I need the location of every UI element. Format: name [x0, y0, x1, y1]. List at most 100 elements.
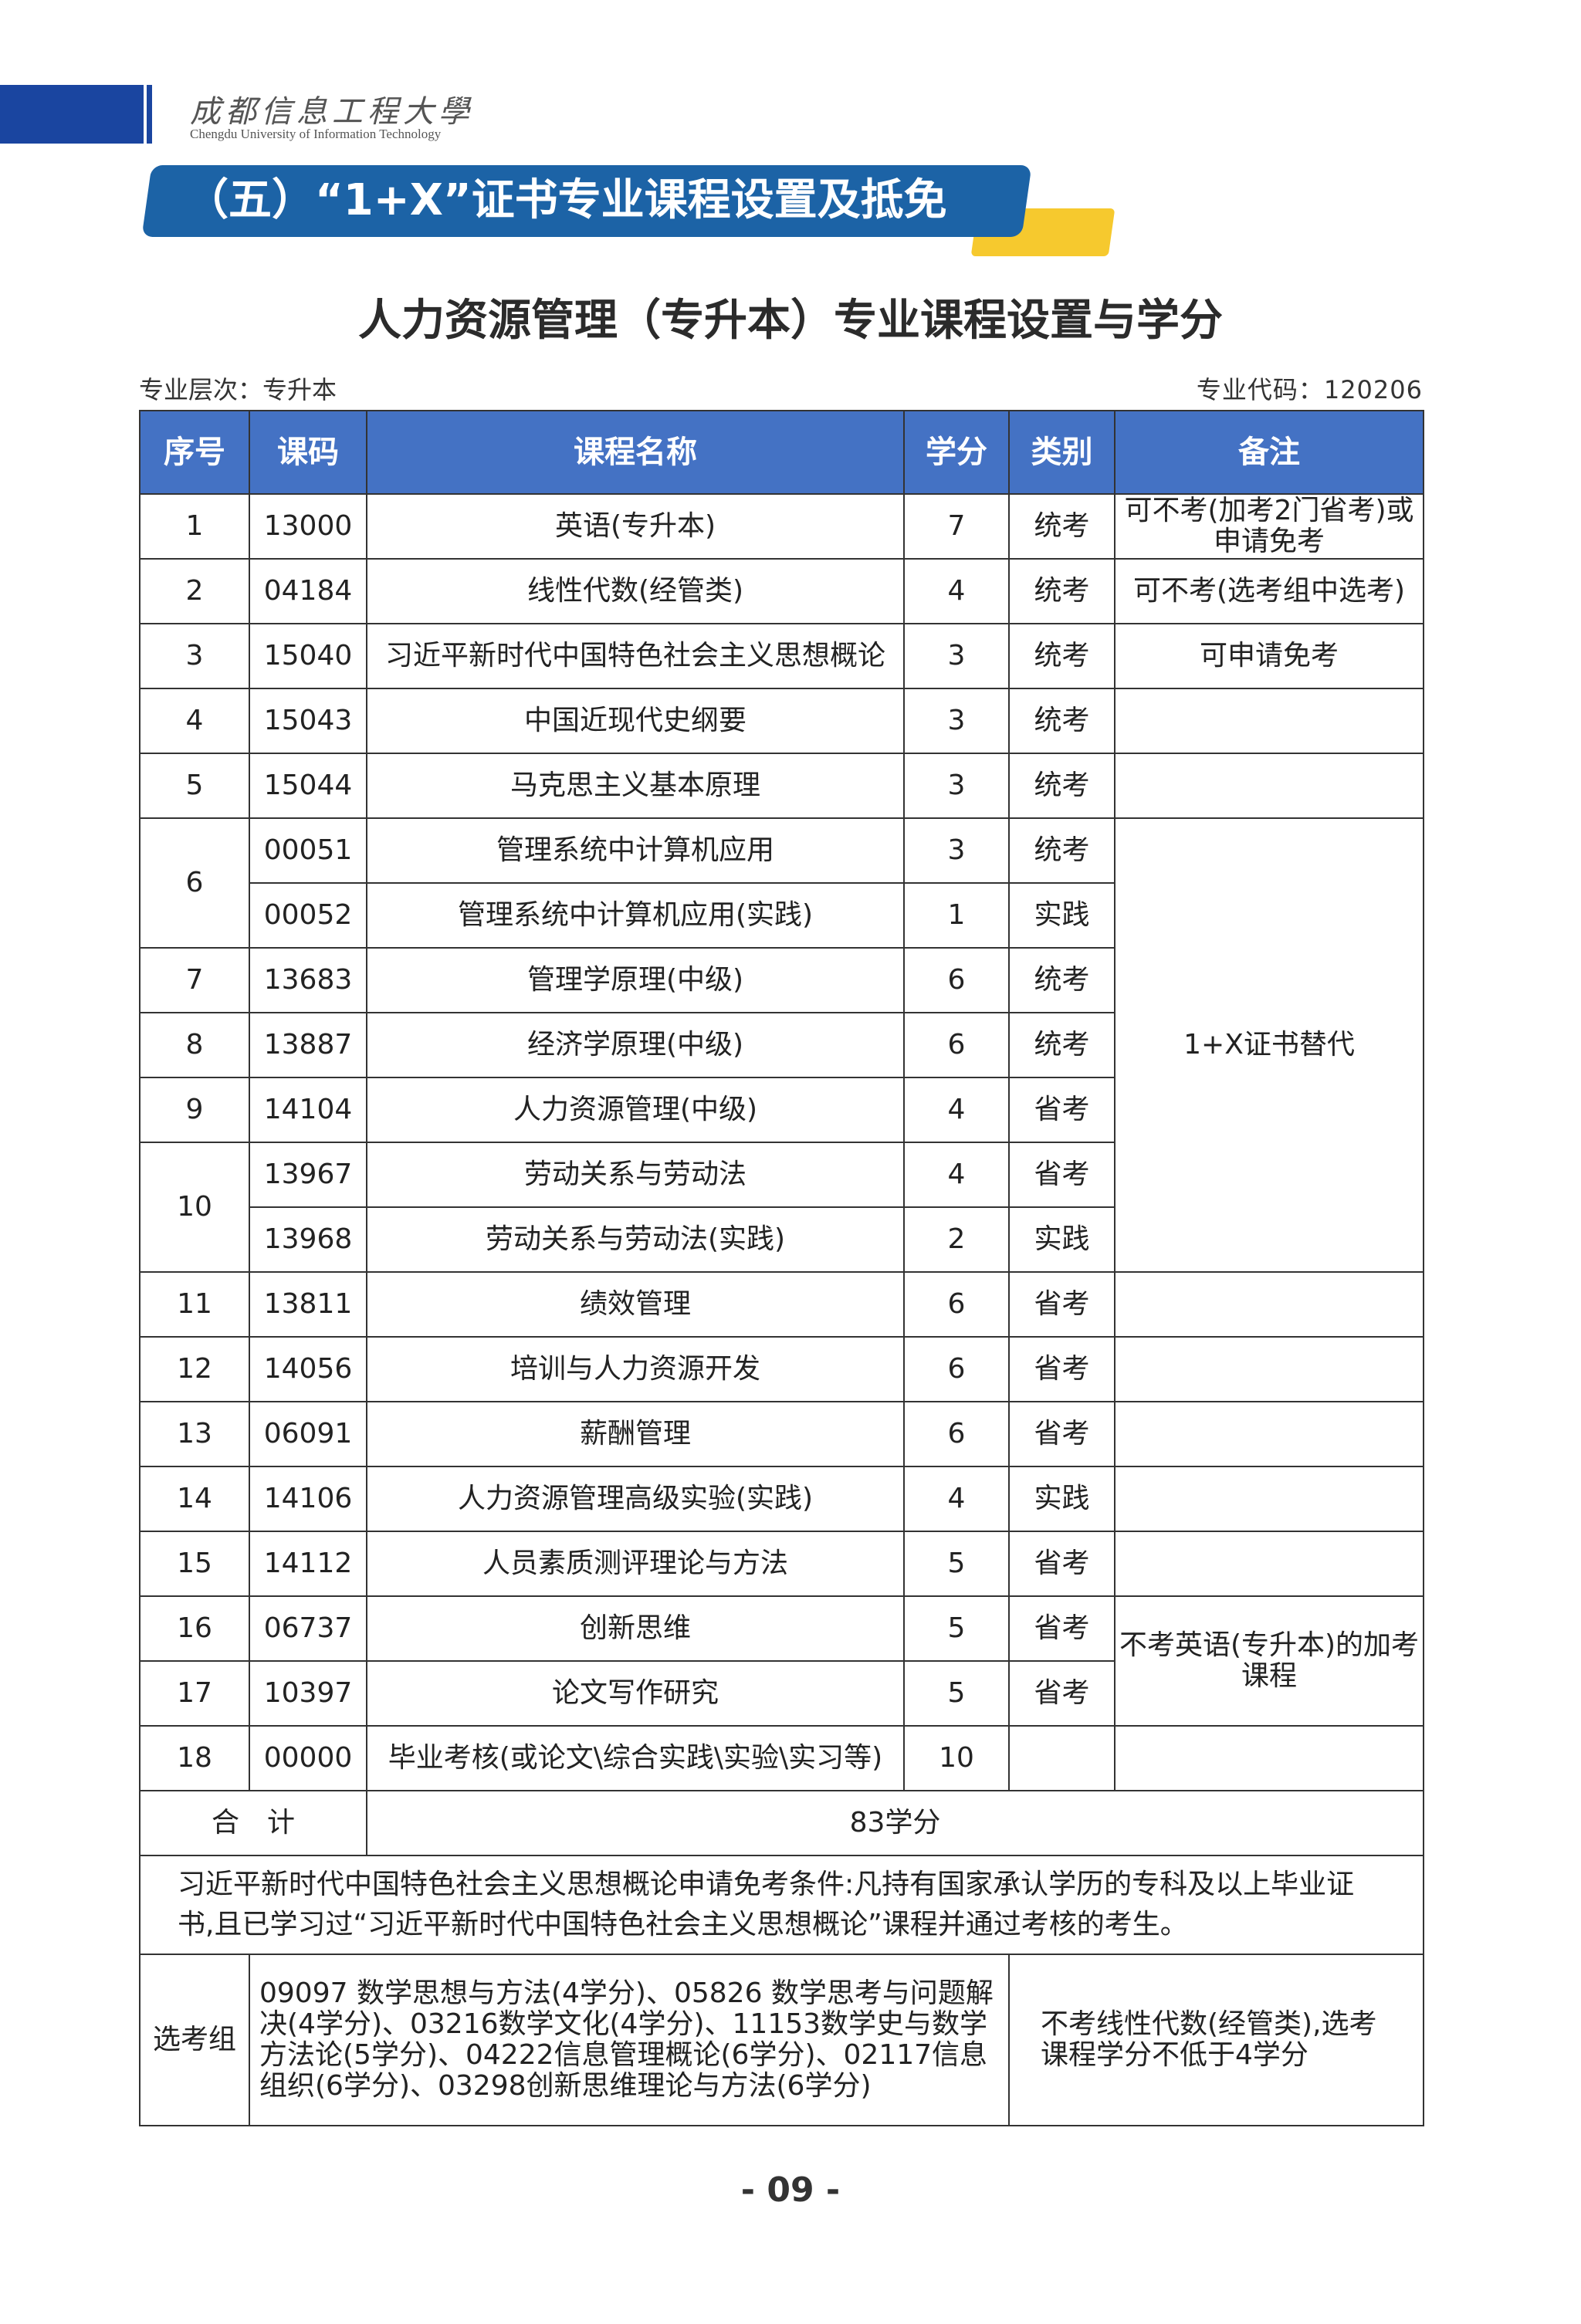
row-number: 3 — [139, 623, 250, 689]
course-code: 13968 — [249, 1206, 367, 1273]
course-note — [1114, 1531, 1424, 1597]
major-level: 专业层次：专升本 — [139, 375, 337, 404]
course-code: 00000 — [249, 1725, 367, 1791]
course-code: 13811 — [249, 1271, 367, 1338]
course-note: 可不考(选考组中选考) — [1114, 558, 1424, 624]
course-type: 实践 — [1008, 1466, 1116, 1532]
elective-note: 不考线性代数(经管类),选考课程学分不低于4学分 — [1008, 1954, 1424, 2126]
table-row: 9 14104 人力资源管理(中级) 4 省考 — [139, 1077, 1424, 1143]
course-code: 06737 — [249, 1595, 367, 1662]
course-type: 统考 — [1008, 947, 1116, 1013]
row-number: 1 — [139, 493, 250, 560]
table-row: 15 14112 人员素质测评理论与方法 5 省考 — [139, 1531, 1424, 1597]
row-number: 13 — [139, 1401, 250, 1467]
course-credit: 5 — [903, 1660, 1010, 1727]
course-name: 人员素质测评理论与方法 — [366, 1531, 905, 1597]
table-row: 14 14106 人力资源管理高级实验(实践) 4 实践 — [139, 1466, 1424, 1532]
course-type: 统考 — [1008, 493, 1116, 560]
course-name: 习近平新时代中国特色社会主义思想概论 — [366, 623, 905, 689]
course-code: 14106 — [249, 1466, 367, 1532]
course-code: 13887 — [249, 1012, 367, 1078]
course-name: 论文写作研究 — [366, 1660, 905, 1727]
course-name: 英语(专升本) — [366, 493, 905, 560]
course-name: 创新思维 — [366, 1595, 905, 1662]
course-code: 13000 — [249, 493, 367, 560]
course-credit: 6 — [903, 1012, 1010, 1078]
course-credit: 3 — [903, 688, 1010, 754]
table-row: 5 15044 马克思主义基本原理 3 统考 — [139, 753, 1424, 819]
course-name: 线性代数(经管类) — [366, 558, 905, 624]
course-note — [1114, 1725, 1424, 1791]
course-code: 13967 — [249, 1142, 367, 1208]
course-credit: 10 — [903, 1725, 1010, 1791]
course-note — [1114, 1401, 1424, 1467]
course-credit: 6 — [903, 947, 1010, 1013]
course-name: 中国近现代史纲要 — [366, 688, 905, 754]
table-row: 2 04184 线性代数(经管类) 4 统考 可不考(选考组中选考) — [139, 558, 1424, 624]
row-number: 2 — [139, 558, 250, 624]
course-name: 管理系统中计算机应用(实践) — [366, 882, 905, 949]
course-type: 省考 — [1008, 1595, 1116, 1662]
course-type: 省考 — [1008, 1336, 1116, 1402]
course-code: 15043 — [249, 688, 367, 754]
row-number: 9 — [139, 1077, 250, 1143]
row-number: 15 — [139, 1531, 250, 1597]
course-code: 06091 — [249, 1401, 367, 1467]
course-credit: 4 — [903, 1142, 1010, 1208]
course-note — [1114, 1271, 1424, 1338]
course-code: 14104 — [249, 1077, 367, 1143]
course-name: 管理学原理(中级) — [366, 947, 905, 1013]
course-code: 04184 — [249, 558, 367, 624]
course-code: 00052 — [249, 882, 367, 949]
course-note: 可不考(加考2门省考)或申请免考 — [1114, 493, 1424, 560]
course-type: 实践 — [1008, 1206, 1116, 1273]
major-code: 专业代码：120206 — [1196, 375, 1423, 404]
course-note: 1+X证书替代 — [1114, 817, 1424, 1273]
row-number: 16 — [139, 1595, 250, 1662]
course-credit: 6 — [903, 1336, 1010, 1402]
table-row: 4 15043 中国近现代史纲要 3 统考 — [139, 688, 1424, 754]
course-name: 薪酬管理 — [366, 1401, 905, 1467]
course-note — [1114, 753, 1424, 819]
table-row: 10 13967 劳动关系与劳动法 4 省考 — [139, 1142, 1424, 1273]
course-name: 管理系统中计算机应用 — [366, 817, 905, 884]
col-code: 课码 — [249, 410, 367, 495]
col-credit: 学分 — [903, 410, 1010, 495]
course-code: 15040 — [249, 623, 367, 689]
course-credit: 3 — [903, 817, 1010, 884]
elective-row: 选考组 09097 数学思想与方法(4学分)、05826 数学思考与问题解决(4… — [139, 1954, 1424, 2126]
table-row: 17 10397 论文写作研究 5 省考 — [139, 1660, 1424, 1727]
row-number: 10 — [139, 1142, 250, 1273]
course-code: 00051 — [249, 817, 367, 884]
course-credit: 5 — [903, 1595, 1010, 1662]
course-type: 统考 — [1008, 817, 1116, 884]
course-type: 省考 — [1008, 1077, 1116, 1143]
table-row: 13968 劳动关系与劳动法(实践) 2 实践 — [140, 1206, 1424, 1273]
total-label: 合 计 — [139, 1790, 367, 1856]
course-note — [1114, 1336, 1424, 1402]
row-number: 4 — [139, 688, 250, 754]
course-type: 省考 — [1008, 1660, 1116, 1727]
course-type: 省考 — [1008, 1271, 1116, 1338]
row-number: 5 — [139, 753, 250, 819]
course-code: 13683 — [249, 947, 367, 1013]
table-row: 8 13887 经济学原理(中级) 6 统考 — [139, 1012, 1424, 1078]
course-credit: 3 — [903, 753, 1010, 819]
row-number: 7 — [139, 947, 250, 1013]
header-band-bar — [147, 85, 152, 144]
table-row: 13 06091 薪酬管理 6 省考 — [139, 1401, 1424, 1467]
course-type: 统考 — [1008, 688, 1116, 754]
exemption-note: 习近平新时代中国特色社会主义思想概论申请免考条件:凡持有国家承认学历的专科及以上… — [139, 1855, 1424, 1955]
course-credit: 4 — [903, 1466, 1010, 1532]
col-no: 序号 — [139, 410, 250, 495]
course-type: 统考 — [1008, 623, 1116, 689]
header-band — [0, 85, 144, 144]
row-number: 6 — [139, 817, 250, 949]
section-title: （五）“1+X”证书专业课程设置及抵免 — [185, 175, 947, 225]
course-code: 14056 — [249, 1336, 367, 1402]
course-name: 绩效管理 — [366, 1271, 905, 1338]
table-row: 12 14056 培训与人力资源开发 6 省考 — [139, 1336, 1424, 1402]
total-row: 合 计 83学分 — [139, 1790, 1424, 1856]
col-type: 类别 — [1008, 410, 1116, 495]
course-name: 经济学原理(中级) — [366, 1012, 905, 1078]
